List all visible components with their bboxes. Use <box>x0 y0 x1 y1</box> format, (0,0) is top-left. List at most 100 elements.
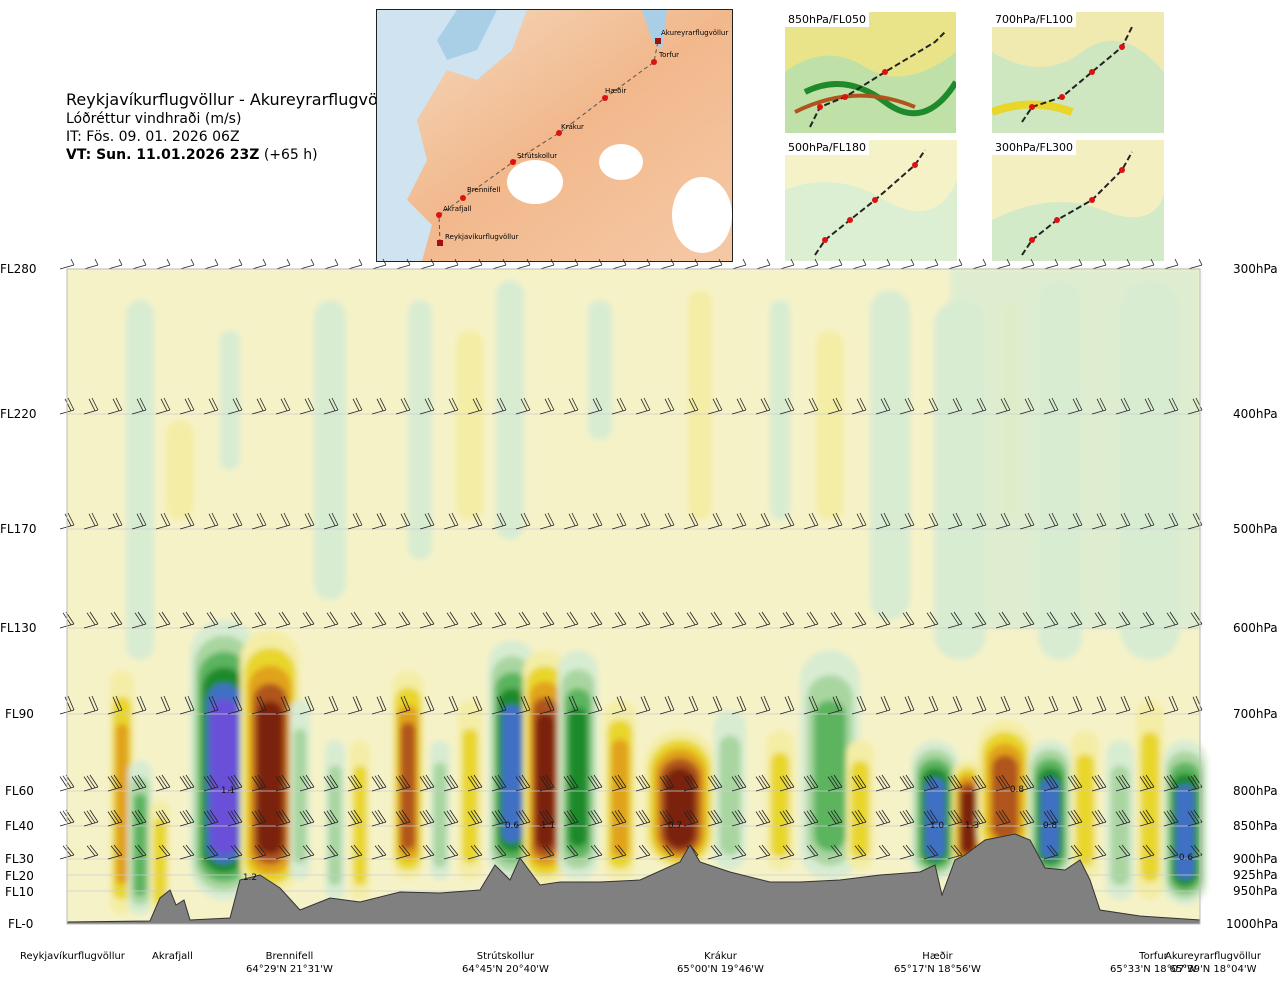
barb-shaft <box>299 709 315 715</box>
variable-subtitle: Lóðréttur vindhraði (m/s) <box>66 111 242 127</box>
wind-barb <box>1163 809 1179 827</box>
barb-shaft <box>155 623 171 629</box>
wind-barb <box>563 512 579 530</box>
wind-barb <box>587 397 603 415</box>
barb-shaft <box>419 709 435 715</box>
barb-feather <box>1099 512 1107 526</box>
barb-feather <box>115 397 123 411</box>
barb-shaft <box>779 854 795 860</box>
barb-feather <box>638 845 648 857</box>
barb-feather <box>760 513 768 526</box>
convective-band <box>1175 784 1195 880</box>
barb-feather <box>523 397 531 411</box>
wind-barb <box>731 512 747 530</box>
barb-feather <box>424 398 432 411</box>
wind-barb <box>611 611 627 629</box>
barb-feather <box>787 512 795 526</box>
barb-shaft <box>803 264 819 270</box>
wind-barb <box>899 611 915 629</box>
barb-feather <box>331 397 339 411</box>
barb-feather <box>833 809 843 823</box>
barb-feather <box>136 513 144 526</box>
barb-shaft <box>419 821 435 827</box>
wind-barb <box>107 258 123 270</box>
barb-shaft <box>971 524 987 530</box>
barb-feather <box>521 809 531 823</box>
barb-feather <box>254 810 264 824</box>
barb-feather <box>472 398 480 411</box>
barb-feather <box>806 810 816 824</box>
barb-feather <box>643 512 651 526</box>
wind-barb <box>683 512 699 530</box>
wind-barb <box>395 512 411 530</box>
barb-feather <box>566 775 576 789</box>
barb-feather <box>545 774 555 788</box>
pale-band <box>220 330 240 470</box>
barb-feather <box>326 845 336 857</box>
wind-barb <box>467 512 483 530</box>
barb-feather <box>398 612 408 626</box>
marker-akrafjall <box>436 212 442 218</box>
barb-feather <box>187 512 195 526</box>
convective-band <box>1040 777 1060 859</box>
wind-barb <box>443 258 459 270</box>
barb-feather <box>1072 696 1080 711</box>
barb-feather <box>499 397 507 411</box>
barb-feather <box>398 845 408 857</box>
barb-feather <box>827 811 837 824</box>
barb-feather <box>905 809 915 823</box>
barb-feather <box>137 844 147 856</box>
barb-shaft <box>851 264 867 270</box>
wind-barb <box>251 844 267 860</box>
barb-shaft <box>107 709 123 715</box>
barb-feather <box>926 612 936 626</box>
barb-feather <box>475 512 483 526</box>
wind-barb <box>1139 512 1155 530</box>
barb-feather <box>254 612 264 626</box>
barb-feather <box>830 775 840 789</box>
barb-feather <box>334 258 339 266</box>
wind-barb <box>131 774 147 792</box>
wind-barb <box>539 774 555 792</box>
barb-shaft <box>395 623 411 629</box>
wind-barb <box>1163 611 1179 629</box>
wind-barb <box>467 258 483 270</box>
barb-feather <box>251 811 261 824</box>
barb-feather <box>1049 844 1059 856</box>
barb-feather <box>451 512 459 526</box>
barb-feather <box>328 696 336 711</box>
panel-700hpa-label: 700hPa/FL100 <box>992 12 1077 27</box>
barb-feather <box>403 397 411 411</box>
wind-barb <box>851 844 867 860</box>
barb-shaft <box>395 709 411 715</box>
barb-feather <box>614 612 624 626</box>
wind-barb <box>467 611 483 629</box>
barb-feather <box>785 809 795 823</box>
wind-barb <box>83 611 99 629</box>
level-right-925: 925hPa <box>1233 868 1278 882</box>
barb-feather <box>64 696 72 711</box>
barb-shaft <box>875 709 891 715</box>
barb-shaft <box>371 854 387 860</box>
wind-barb <box>419 695 435 715</box>
barb-feather <box>137 774 147 788</box>
barb-feather <box>214 258 219 266</box>
barb-shaft <box>923 623 939 629</box>
barb-feather <box>854 612 864 626</box>
barb-feather <box>302 810 312 824</box>
barb-shaft <box>803 709 819 715</box>
waypoint-coord: 65°39'N 18°04'W <box>1169 964 1257 975</box>
wind-barb <box>251 774 267 792</box>
barb-feather <box>232 696 240 711</box>
barb-shaft <box>971 709 987 715</box>
barb-feather <box>521 611 531 625</box>
convective-band <box>719 735 741 856</box>
barb-shaft <box>539 709 555 715</box>
barb-feather <box>187 695 195 711</box>
barb-shaft <box>1091 409 1107 415</box>
barb-feather <box>947 776 957 789</box>
barb-shaft <box>827 264 843 270</box>
barb-feather <box>880 513 888 526</box>
wind-barb <box>779 844 795 860</box>
barb-feather <box>1168 513 1176 526</box>
